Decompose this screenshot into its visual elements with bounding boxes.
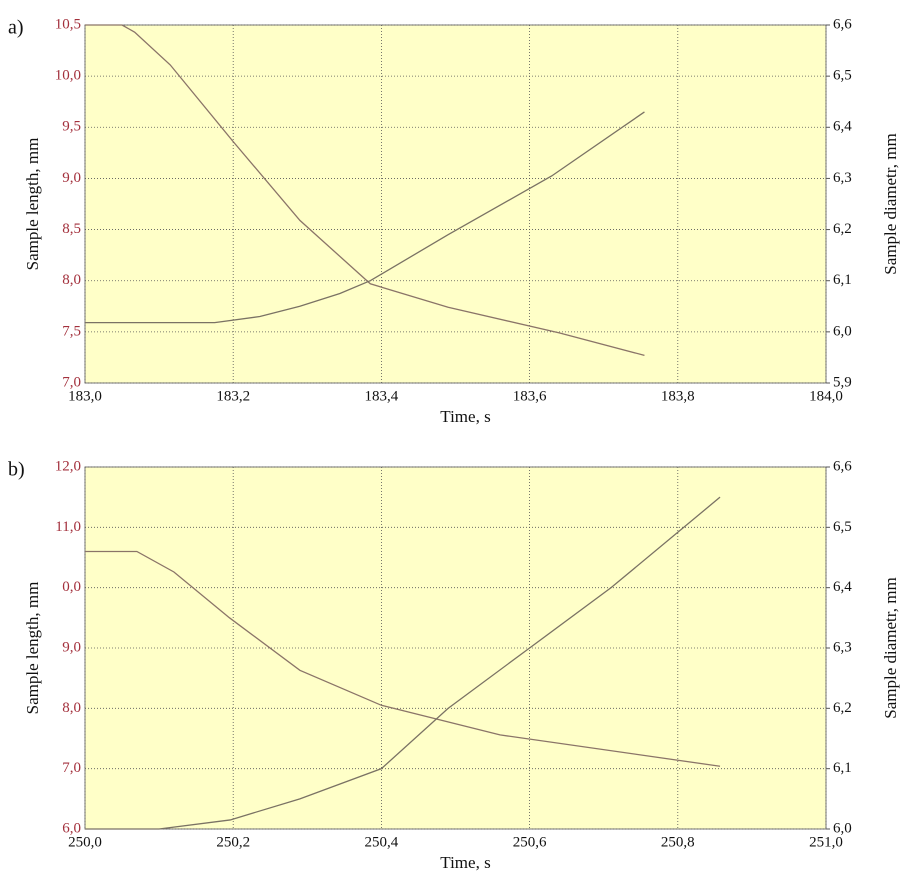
y2-tick-label: 6,4 xyxy=(833,119,852,135)
y-tick-label: 8,0 xyxy=(62,700,81,716)
y2-axis-label: Sample diametr, mm xyxy=(881,133,900,274)
y-tick-label: 10,5 xyxy=(55,16,81,32)
x-tick-label: 250,8 xyxy=(661,834,695,850)
y2-tick-label: 6,1 xyxy=(833,760,852,776)
x-axis-label: Time, s xyxy=(440,407,490,426)
y-tick-label: 11,0 xyxy=(55,519,81,535)
y-axis-label: Sample length, mm xyxy=(23,138,42,271)
y-tick-label: 8,5 xyxy=(62,221,81,237)
x-tick-label: 183,6 xyxy=(513,388,547,404)
y2-tick-label: 6,3 xyxy=(833,170,852,186)
x-axis-label: Time, s xyxy=(440,853,490,872)
y2-tick-label: 6,5 xyxy=(833,68,852,84)
x-tick-label: 183,8 xyxy=(661,388,695,404)
x-tick-label: 250,6 xyxy=(513,834,547,850)
y-tick-label: 0,0 xyxy=(62,579,81,595)
data-line xyxy=(85,111,645,324)
x-tick-label: 251,0 xyxy=(809,834,843,850)
y-axis-label: Sample length, mm xyxy=(23,582,42,715)
y2-tick-label: 6,4 xyxy=(833,579,852,595)
data-line xyxy=(85,24,645,357)
y2-tick-label: 6,3 xyxy=(833,639,852,655)
panel-label: b) xyxy=(8,459,25,481)
y2-tick-label: 6,6 xyxy=(833,458,852,474)
y-tick-label: 12,0 xyxy=(55,458,81,474)
y-tick-label: 7,0 xyxy=(62,374,81,390)
y-tick-label: 9,0 xyxy=(62,170,81,186)
y2-tick-label: 6,2 xyxy=(833,700,852,716)
plot-area xyxy=(84,24,827,384)
panel-label: a) xyxy=(8,17,24,39)
y2-tick-label: 6,2 xyxy=(833,221,852,237)
y-tick-label: 7,0 xyxy=(62,760,81,776)
y2-tick-label: 6,1 xyxy=(833,272,852,288)
x-tick-label: 250,2 xyxy=(216,834,250,850)
y-tick-label: 6,0 xyxy=(62,820,81,836)
y2-tick-label: 5,9 xyxy=(833,374,852,390)
y-tick-label: 9,5 xyxy=(62,119,81,135)
y2-tick-label: 6,6 xyxy=(833,16,852,32)
x-tick-label: 250,4 xyxy=(365,834,399,850)
y2-tick-label: 6,5 xyxy=(833,519,852,535)
y-tick-label: 8,0 xyxy=(62,272,81,288)
data-line xyxy=(85,496,721,830)
x-tick-label: 183,0 xyxy=(68,388,102,404)
y-tick-label: 9,0 xyxy=(62,639,81,655)
y2-tick-label: 6,0 xyxy=(833,820,852,836)
y2-axis-label: Sample diametr, mm xyxy=(881,577,900,718)
y2-tick-label: 6,0 xyxy=(833,323,852,339)
y-tick-label: 10,0 xyxy=(55,68,81,84)
x-tick-label: 183,4 xyxy=(365,388,399,404)
x-tick-label: 250,0 xyxy=(68,834,102,850)
data-line xyxy=(85,550,721,767)
x-tick-label: 183,2 xyxy=(216,388,250,404)
y-tick-label: 7,5 xyxy=(62,323,81,339)
x-tick-label: 184,0 xyxy=(809,388,843,404)
